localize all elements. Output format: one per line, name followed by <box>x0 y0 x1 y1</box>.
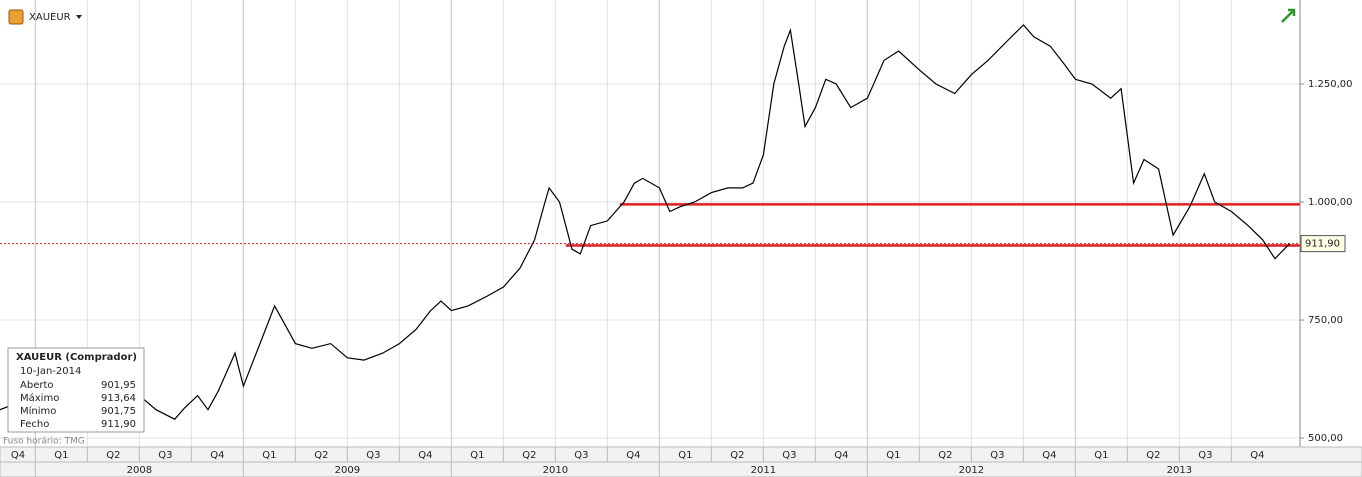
x-tick-label: Q4 <box>11 450 25 461</box>
info-value: 913,64 <box>101 393 136 404</box>
x-tick-label: Q2 <box>730 450 744 461</box>
x-tick-label: Q2 <box>938 450 952 461</box>
x-tick-label: Q3 <box>1198 450 1212 461</box>
year-label: 2008 <box>127 465 152 476</box>
info-value: 901,75 <box>101 406 136 417</box>
info-key: Fecho <box>20 419 49 430</box>
info-title: XAUEUR (Comprador) <box>16 352 137 363</box>
instrument-name[interactable]: XAUEUR <box>29 12 71 23</box>
info-frame <box>7 347 145 433</box>
x-tick-label: Q2 <box>1146 450 1160 461</box>
year-label: 2012 <box>959 465 984 476</box>
info-key: Aberto <box>20 380 54 391</box>
x-tick-label: Q3 <box>990 450 1004 461</box>
x-tick-label: Q1 <box>54 450 68 461</box>
info-key: Mínimo <box>20 405 56 417</box>
y-tick-label: 1.250,00 <box>1308 79 1353 90</box>
x-tick-label: Q1 <box>886 450 900 461</box>
last-value-tag: 911,90 <box>1300 235 1346 253</box>
x-tick-label: Q4 <box>834 450 848 461</box>
plot <box>0 24 1300 420</box>
x-tick-label: Q4 <box>418 450 432 461</box>
x-tick-label: Q3 <box>574 450 588 461</box>
dropdown-arrow[interactable] <box>76 15 82 19</box>
x-tick-label: Q1 <box>470 450 484 461</box>
year-label: 2011 <box>751 465 776 476</box>
info-key: Máximo <box>20 392 59 404</box>
info-date: 10-Jan-2014 <box>20 366 81 377</box>
x-tick-label: Q4 <box>626 450 640 461</box>
y-tick-label: 1.000,00 <box>1308 197 1353 208</box>
y-tick-label: 750,00 <box>1308 315 1343 326</box>
info-value: 911,90 <box>101 419 136 430</box>
x-tick-label: Q2 <box>522 450 536 461</box>
x-tick-label: Q1 <box>1094 450 1108 461</box>
app-icon[interactable] <box>8 9 24 25</box>
tag-box <box>1300 235 1346 253</box>
x-tick-label: Q1 <box>678 450 692 461</box>
price-line <box>0 24 1291 420</box>
x-tick-label: Q4 <box>210 450 224 461</box>
info-value: 901,95 <box>101 380 136 391</box>
info-box: XAUEUR (Comprador) 10-Jan-2014 Aberto 901… <box>7 347 145 433</box>
x-tick-label: Q4 <box>1042 450 1056 461</box>
year-label: 2009 <box>335 465 360 476</box>
year-label: 2010 <box>543 465 568 476</box>
x-tick-label: Q1 <box>262 450 276 461</box>
x-tick-label: Q3 <box>366 450 380 461</box>
x-tick-label: Q3 <box>782 450 796 461</box>
x-tick-label: Q2 <box>314 450 328 461</box>
x-tick-label: Q3 <box>158 450 172 461</box>
info-rows: Aberto 901,95 Máximo 913,64 Mínimo 901,75 Fech… <box>20 380 136 430</box>
timezone-note: Fuso horário: TMG <box>3 437 85 447</box>
grid <box>0 0 1300 447</box>
tag-label: 911,90 <box>1305 239 1340 250</box>
x-tick-label: Q4 <box>1250 450 1264 461</box>
x-tick-label: Q2 <box>106 450 120 461</box>
year-label: 2013 <box>1167 465 1192 476</box>
expand-icon[interactable] <box>1281 8 1296 23</box>
y-tick-label: 500,00 <box>1308 433 1343 444</box>
